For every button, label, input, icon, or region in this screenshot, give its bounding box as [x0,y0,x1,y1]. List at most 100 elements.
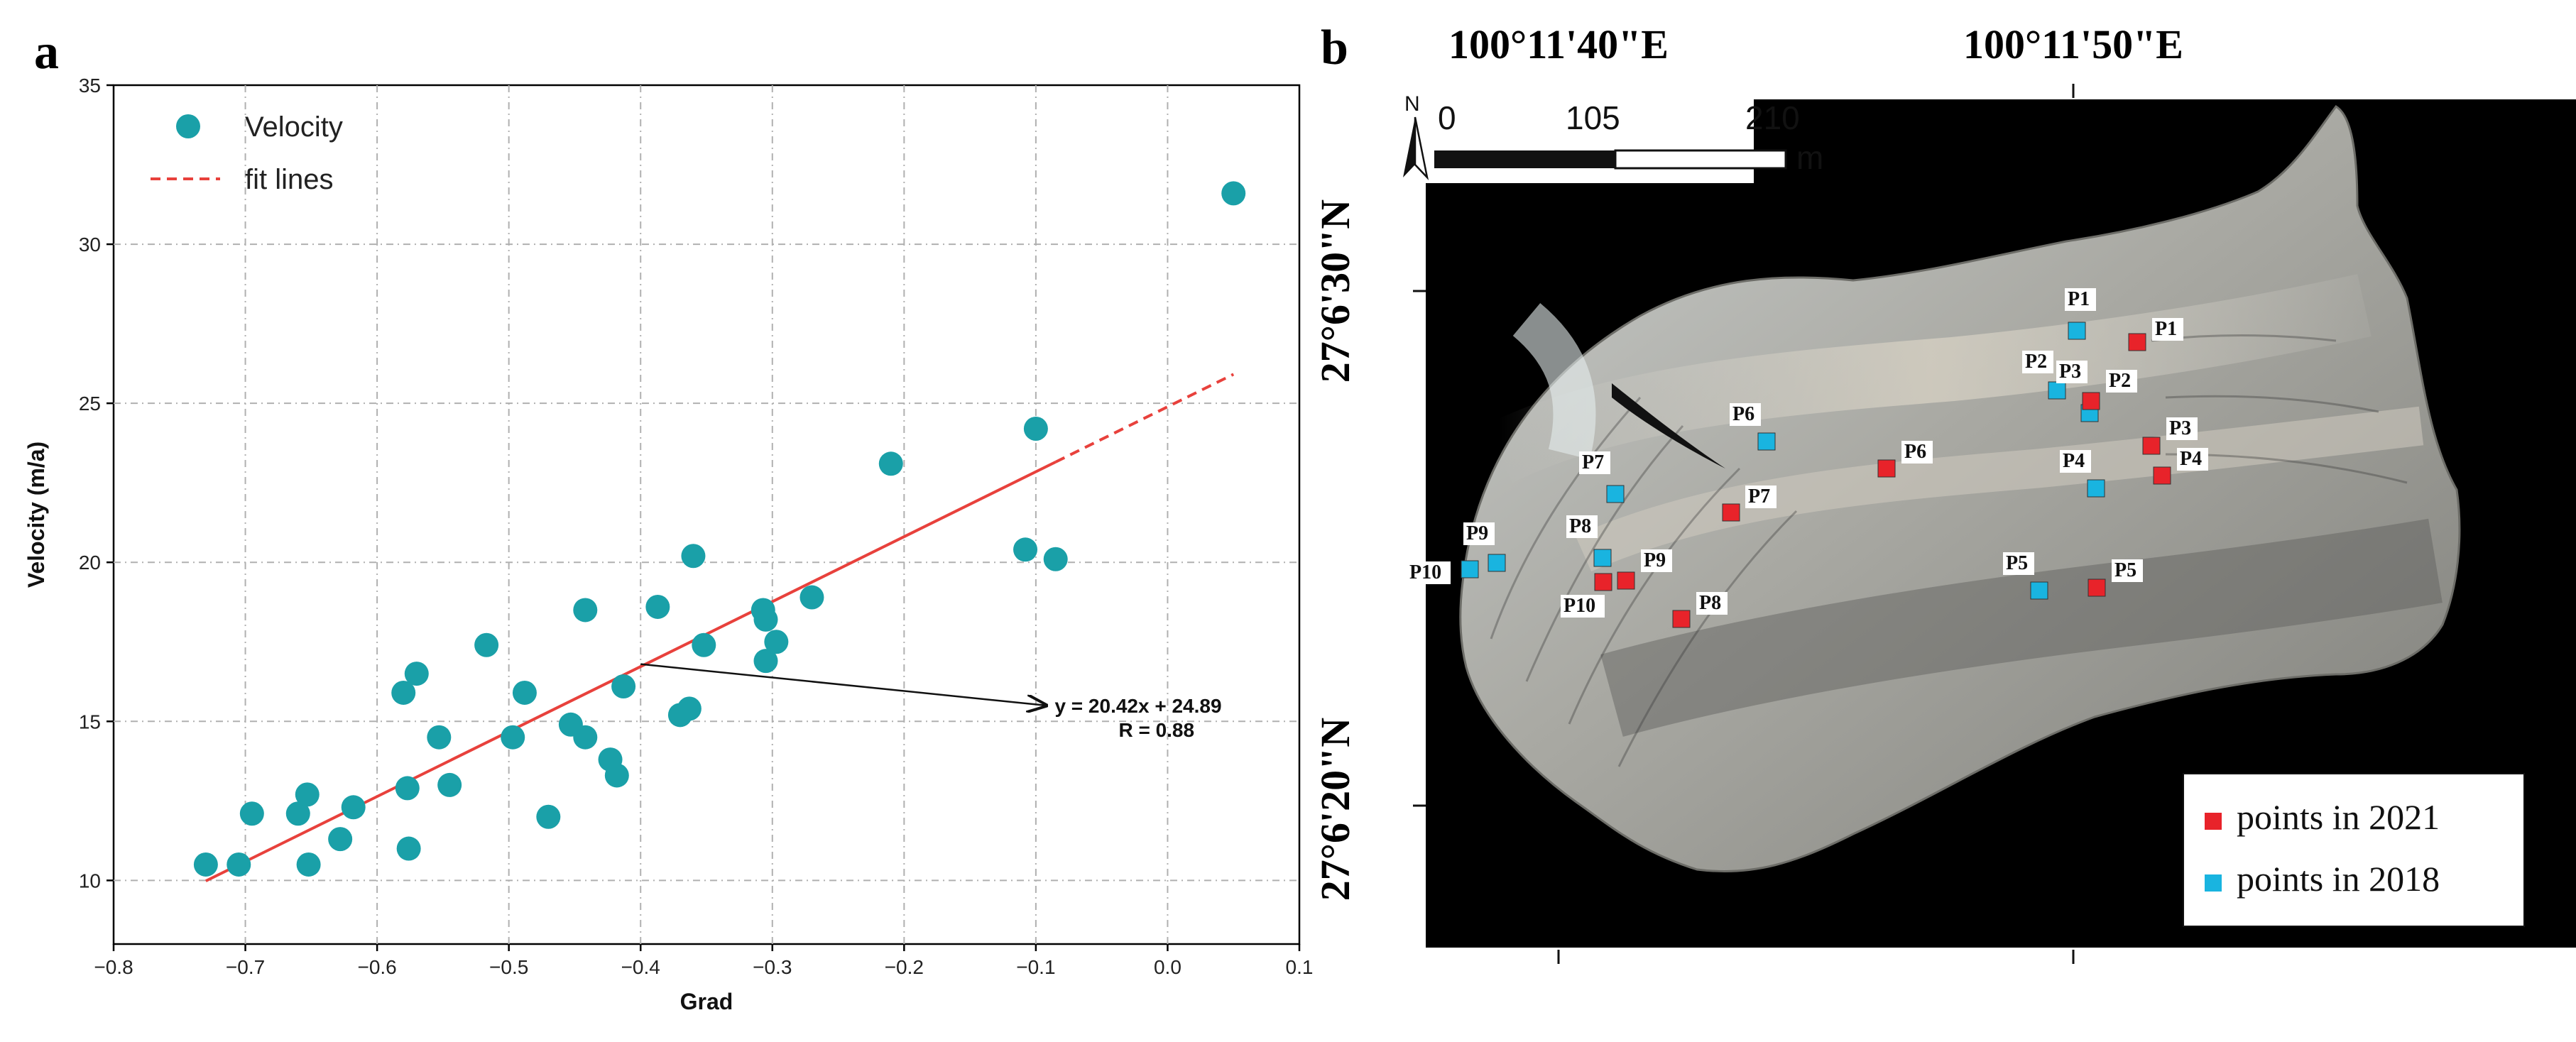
label-bg-2018-p8 [1566,515,1598,538]
x-tick-label: −0.7 [226,956,265,978]
x-axis-ticks: −0.8 −0.7 −0.6 −0.5 −0.4 −0.3 −0.2 −0.1 0.0 0.1 [94,944,1313,978]
label-2018-p7: P7 [1582,451,1604,473]
y-tick-label: 35 [79,75,101,97]
scatter-point [573,725,598,750]
scatter-point [404,662,429,686]
point-2021-p5 [2087,578,2106,597]
label-bg-2021-p2 [2106,370,2137,393]
label-bg-2021-p3 [2166,417,2198,440]
scale-bar: 0 105 210 m [1434,99,1823,176]
scatter-point [328,827,353,852]
point-2021-p3 [2142,437,2161,455]
point-2018-p8 [1593,549,1612,567]
legend-velocity-marker [176,114,200,138]
latitude-label-2: 27°6'20"N [1314,718,1358,901]
x-tick-label: −0.5 [489,956,528,978]
x-tick-label: −0.4 [621,956,660,978]
label-2021-p9: P9 [1644,549,1666,571]
point-2018-p1 [2068,322,2086,340]
scatter-point [764,630,789,654]
label-bg-2021-p10 [1561,595,1605,618]
point-2018-p6 [1757,432,1776,451]
scatter-point [295,782,320,807]
label-bg-2018-p2 [2022,351,2053,373]
scatter-point [611,674,636,698]
label-bg-2021-p8 [1696,592,1728,615]
scatter-point [677,696,702,721]
label-2021-p3: P3 [2169,417,2191,439]
scatter-point [799,585,824,610]
label-2018-p1: P1 [2068,288,2090,310]
regression-equation: y = 20.42x + 24.89 [1054,695,1221,717]
label-bg-2021-p4 [2177,448,2208,471]
scatter-point [1221,181,1246,206]
legend-red-marker [2205,813,2222,830]
x-tick-label: −0.1 [1016,956,1055,978]
fit-line-dashed [1054,373,1235,464]
scatter-point [396,836,421,861]
x-tick-label: −0.6 [357,956,396,978]
panel-a-label: a [34,25,59,79]
y-tick-label: 20 [79,552,101,574]
legend-2018-label: points in 2018 [2237,859,2440,899]
scatter-point [474,632,499,657]
x-tick-label: −0.3 [753,956,792,978]
glacier-map: b 100°11'40"E 100°11'50"E 27°6'30"N 27°6… [1314,21,2576,964]
legend-blue-marker [2205,874,2222,892]
scatter-point [753,607,778,632]
label-bg-2018-p1 [2065,288,2096,311]
label-bg-2021-p9 [1641,549,1672,572]
scale-unit: m [1796,139,1823,176]
survey-points: P1 P2 P3 P4 P5 P6 P7 P8 P9 P10 P1 P2 P3 P4 P5 P6 P7 P8 P9 P… [1407,288,2208,628]
label-bg-2021-p5 [2112,559,2143,582]
label-bg-2018-p3 [2056,361,2087,383]
point-2018-p4 [2087,479,2105,498]
label-2021-p10: P10 [1563,595,1595,617]
label-2021-p1: P1 [2155,318,2177,340]
point-2018-p2 [2048,381,2066,400]
scatter-point [296,852,321,877]
scatter-point [878,451,903,476]
scatter-point [193,852,218,877]
scatter-point [285,801,310,826]
scatter-point [604,763,629,788]
glacier-surface [1459,105,2461,873]
velocity-grad-chart: a −0.8 −0.7 −0.6 −0.5 −0.4 −0.3 −0.2 −0.1 0.0 0.1… [23,25,1313,1014]
point-2021-p6 [1877,459,1896,478]
label-bg-2021-p6 [1901,441,1933,464]
scatter-point [395,776,420,801]
y-tick-label: 10 [79,870,101,892]
regression-r-value: R = 0.88 [1118,719,1194,741]
scatter-point [391,680,416,705]
label-2021-p8: P8 [1699,592,1721,614]
label-bg-2018-p4 [2060,450,2091,473]
point-2018-p7 [1606,485,1625,503]
scatter-point [753,649,778,674]
scatter-point [239,801,264,826]
scatter-point [1043,547,1068,571]
point-2021-p1 [2128,333,2146,351]
label-2021-p4: P4 [2180,448,2202,470]
point-2021-p10 [1594,573,1612,591]
label-2018-p10: P10 [1409,561,1441,583]
scale-label-0: 0 [1438,99,1456,136]
scatter-points [193,181,1246,877]
scatter-point [437,772,462,797]
scale-label-210: 210 [1745,99,1800,136]
y-tick-label: 15 [79,711,101,733]
y-axis-ticks: 10 15 20 25 30 35 [79,75,114,892]
point-2021-p9 [1617,571,1635,590]
scale-label-105: 105 [1566,99,1620,136]
x-axis-label: Grad [680,989,733,1014]
scatter-point [573,598,598,623]
scatter-point [1013,537,1038,562]
scatter-point [681,544,706,569]
scatter-point [692,632,716,657]
legend: Velocity fit lines [151,111,343,195]
label-2021-p2: P2 [2109,370,2131,392]
label-bg-2018-p5 [2003,552,2034,575]
label-2018-p2: P2 [2025,351,2047,373]
label-2021-p7: P7 [1748,486,1770,508]
scatter-point [536,804,561,829]
scatter-point [341,795,366,820]
